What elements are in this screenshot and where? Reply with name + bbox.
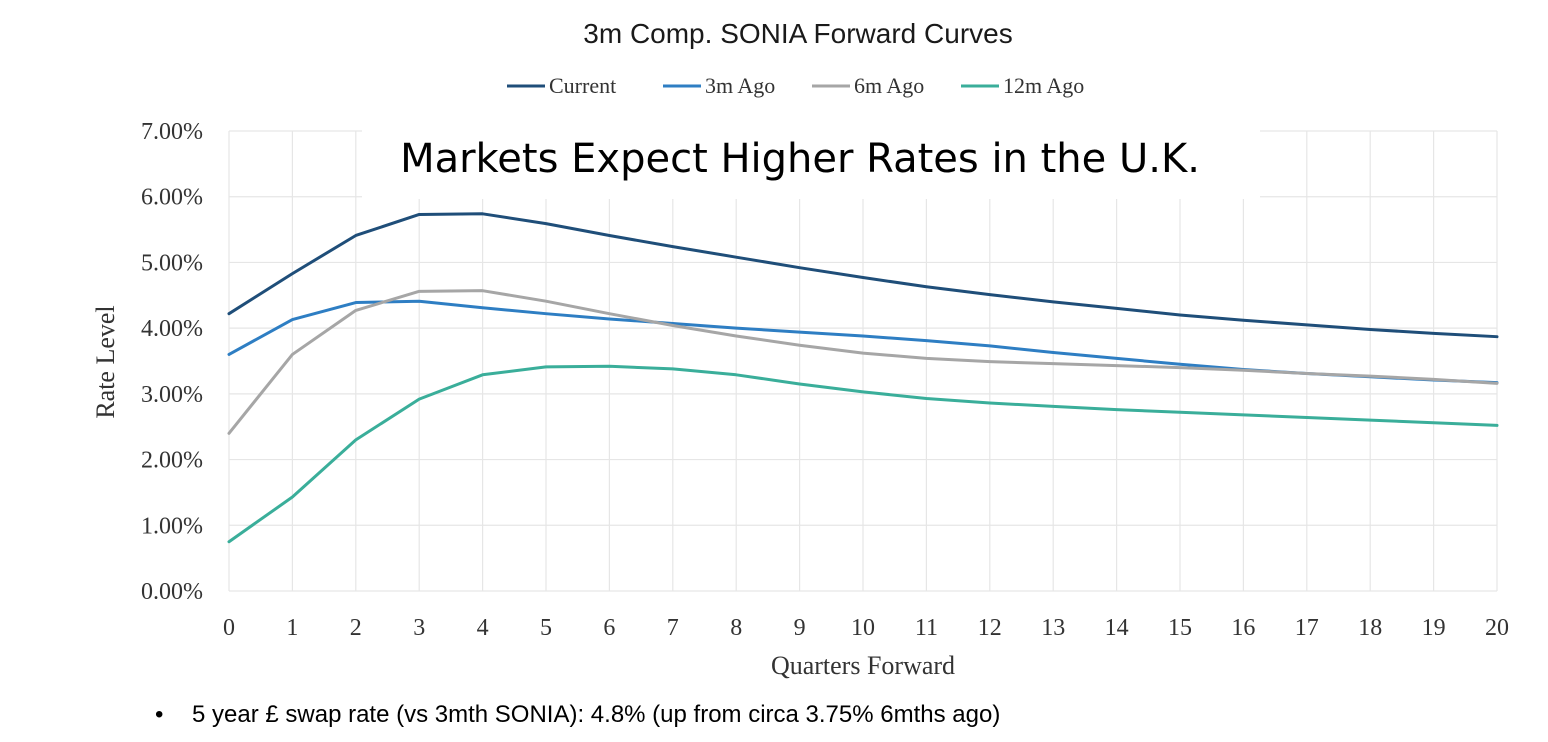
x-tick-label: 6 [603, 615, 615, 641]
x-tick-label: 4 [477, 615, 489, 641]
y-axis-ticks: 0.00% 1.00% 2.00% 3.00% 4.00% 5.00% 6.00% 7.00% [141, 119, 203, 605]
grid [228, 130, 1498, 592]
series-line-6m-ago [227, 289, 1499, 435]
y-tick-label: 6.00% [141, 185, 203, 211]
x-tick-label: 8 [730, 615, 742, 641]
x-tick-label: 17 [1295, 615, 1319, 641]
y-tick-label: 7.00% [141, 119, 203, 145]
x-tick-label: 13 [1041, 615, 1065, 641]
x-tick-label: 14 [1105, 615, 1129, 641]
y-tick-label: 2.00% [141, 448, 203, 474]
x-tick-label: 9 [794, 615, 806, 641]
x-tick-label: 3 [413, 615, 425, 641]
x-tick-label: 10 [851, 615, 875, 641]
legend: Current 3m Ago 6m Ago 12m Ago [507, 73, 1084, 98]
x-tick-label: 7 [667, 615, 679, 641]
legend-label-3m-ago: 3m Ago [705, 73, 775, 98]
y-tick-label: 4.00% [141, 316, 203, 342]
series-line-12m-ago [227, 364, 1499, 544]
legend-label-12m-ago: 12m Ago [1003, 73, 1084, 98]
overlay-headline: Markets Expect Higher Rates in the U.K. [400, 136, 1200, 182]
x-tick-label: 0 [223, 615, 235, 641]
x-tick-label: 15 [1168, 615, 1192, 641]
x-tick-label: 2 [350, 615, 362, 641]
chart-title: 3m Comp. SONIA Forward Curves [583, 18, 1012, 49]
legend-label-6m-ago: 6m Ago [854, 73, 924, 98]
x-tick-label: 19 [1422, 615, 1446, 641]
x-tick-label: 5 [540, 615, 552, 641]
y-tick-label: 3.00% [141, 382, 203, 408]
series-line-current [227, 212, 1499, 339]
x-tick-label: 18 [1358, 615, 1382, 641]
y-tick-label: 1.00% [141, 513, 203, 539]
x-tick-label: 20 [1485, 615, 1509, 641]
x-axis-label: Quarters Forward [771, 651, 955, 680]
y-tick-label: 0.00% [141, 579, 203, 605]
legend-label-current: Current [549, 73, 616, 98]
x-tick-label: 11 [915, 615, 938, 641]
overlay-background [362, 127, 1260, 199]
x-tick-label: 16 [1231, 615, 1255, 641]
note-bullet: • [155, 701, 163, 728]
x-tick-label: 1 [286, 615, 298, 641]
y-axis-label: Rate Level [91, 305, 120, 418]
series-lines [227, 212, 1499, 544]
x-axis-ticks: 0 1 2 3 4 5 6 7 8 9 10 11 12 13 14 15 16 17 18 19 20 [223, 615, 1509, 641]
x-tick-label: 12 [978, 615, 1002, 641]
note-text: 5 year £ swap rate (vs 3mth SONIA): 4.8%… [192, 701, 1000, 728]
y-tick-label: 5.00% [141, 250, 203, 276]
